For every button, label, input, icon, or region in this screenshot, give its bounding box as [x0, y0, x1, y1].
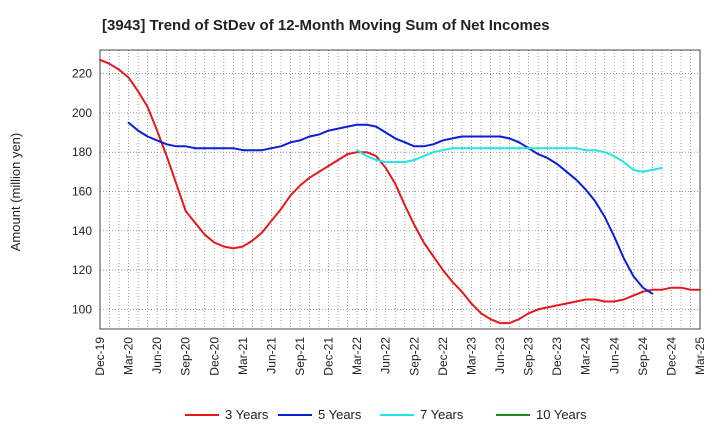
x-tick-label: Dec-21 — [322, 337, 336, 376]
x-tick-label: Mar-24 — [579, 337, 593, 375]
x-tick-label: Mar-20 — [122, 337, 136, 375]
x-tick-label: Jun-23 — [493, 337, 507, 374]
x-tick-label: Sep-21 — [293, 337, 307, 376]
x-tick-label: Dec-22 — [436, 337, 450, 376]
plot-area: 100 120 140 160 180 200 220 Dec-19 Mar-20 Jun-20 S… — [72, 49, 707, 376]
series-line-7-years — [356, 147, 663, 173]
series-line-5-years — [127, 121, 654, 295]
legend-label: 10 Years — [536, 407, 587, 422]
series-line-3-years — [99, 58, 701, 325]
y-tick-label: 160 — [72, 184, 92, 198]
x-tick-label: Sep-20 — [179, 337, 193, 376]
x-tick-label: Jun-24 — [607, 337, 621, 374]
y-tick-label: 200 — [72, 106, 92, 120]
y-tick-label: 220 — [72, 67, 92, 81]
x-tick-label: Dec-19 — [93, 337, 107, 376]
x-tick-label: Jun-22 — [379, 337, 393, 374]
y-tick-label: 100 — [72, 302, 92, 316]
plot-background — [100, 50, 700, 329]
x-tick-label: Sep-23 — [522, 337, 536, 376]
legend-label: 5 Years — [318, 407, 362, 422]
plot-frame — [99, 49, 701, 330]
x-tick-label: Sep-22 — [407, 337, 421, 376]
x-tick-label: Jun-20 — [150, 337, 164, 374]
x-tick-label: Mar-21 — [236, 337, 250, 375]
legend-label: 3 Years — [225, 407, 269, 422]
legend-label: 7 Years — [420, 407, 464, 422]
x-tick-label: Sep-24 — [636, 337, 650, 376]
x-tick-label: Mar-22 — [350, 337, 364, 375]
x-tick-label: Dec-20 — [207, 337, 221, 376]
x-tick-label: Dec-23 — [550, 337, 564, 376]
chart-title: [3943] Trend of StDev of 12-Month Moving… — [102, 17, 550, 34]
y-tick-label: 120 — [72, 263, 92, 277]
x-tick-label: Jun-21 — [264, 337, 278, 374]
x-tick-label: Mar-25 — [693, 337, 707, 375]
y-tick-label: 180 — [72, 145, 92, 159]
x-tick-label: Mar-23 — [464, 337, 478, 375]
x-tick-label: Dec-24 — [664, 337, 678, 376]
legend: 3 Years 5 Years 7 Years 10 Years — [185, 407, 587, 422]
y-tick-label: 140 — [72, 224, 92, 238]
y-axis-label: Amount (million yen) — [8, 133, 23, 252]
